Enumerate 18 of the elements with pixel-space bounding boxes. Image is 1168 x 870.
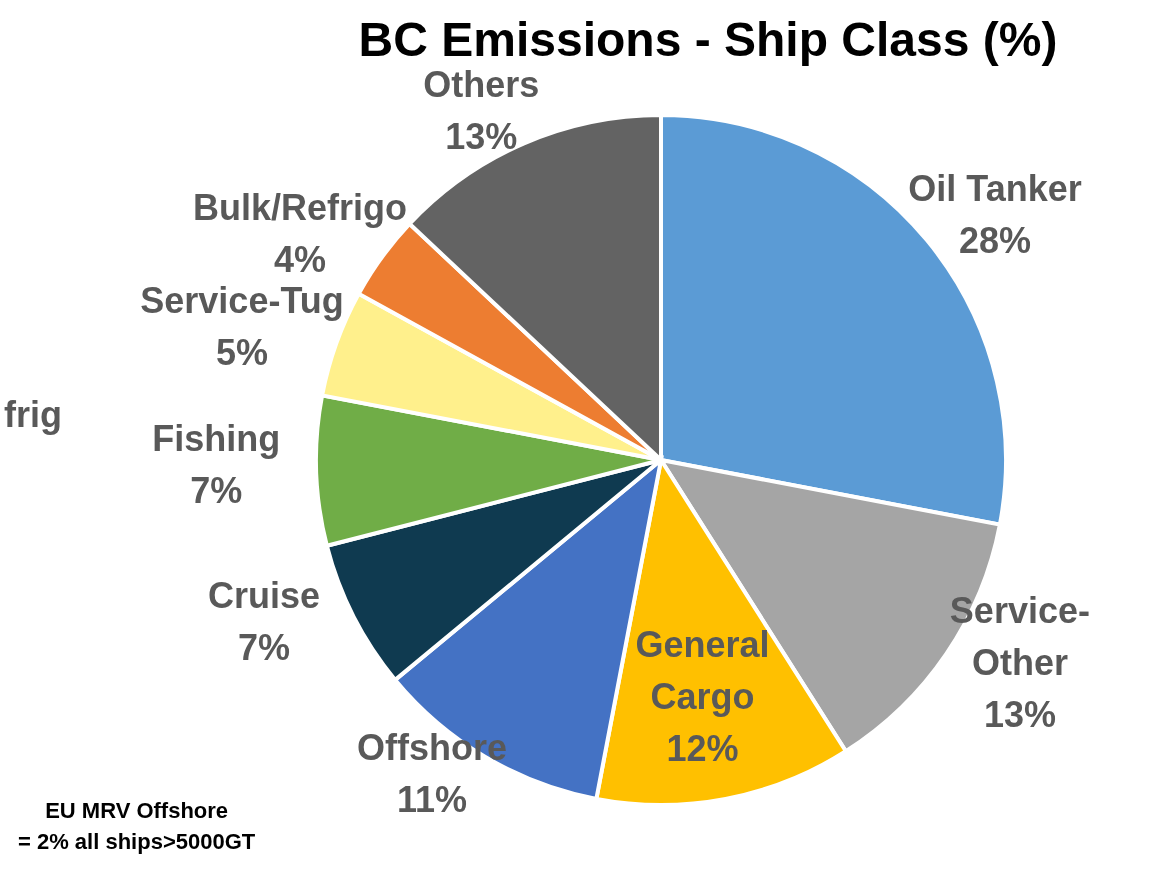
data-label: 13% (445, 115, 518, 157)
slice-label: Fishing (152, 417, 281, 459)
data-label: 28% (958, 219, 1032, 261)
data-label: 13% (983, 693, 1056, 735)
slice-label: Service-Tug (140, 279, 344, 321)
text: frig (4, 393, 62, 437)
data-label: 7% (190, 469, 243, 511)
slice-label: Bulk/Refrigo (193, 186, 408, 228)
slice-label: Service-Other (949, 589, 1090, 683)
data-label: 12% (666, 727, 739, 769)
slice-label: Oil Tanker (908, 167, 1082, 209)
data-label: 11% (396, 778, 468, 820)
text: EU MRV Offshore = 2% all ships>5000GT (18, 797, 256, 856)
slice-label: Cruise (207, 574, 320, 616)
data-label: 4% (274, 238, 327, 280)
slice-label: General Cargo (635, 623, 770, 717)
data-label: 5% (216, 331, 269, 373)
data-label: 7% (237, 626, 290, 668)
